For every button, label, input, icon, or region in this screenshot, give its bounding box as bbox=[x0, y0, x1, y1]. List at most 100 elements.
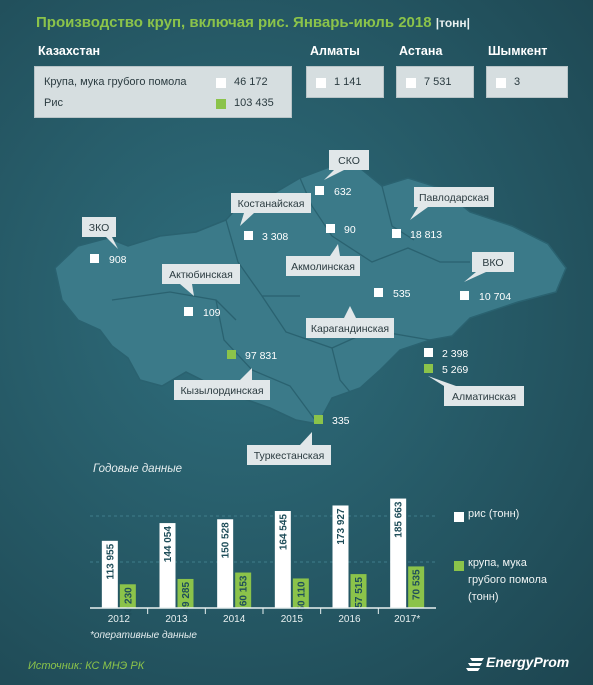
shymkent-marker bbox=[496, 78, 506, 88]
callout-kyzylorda: Кызылординская bbox=[174, 368, 270, 400]
callout-turkestan: Туркестанская bbox=[247, 432, 331, 465]
callout-pavlodar: Павлодарская bbox=[410, 187, 494, 220]
footnote: *оперативные данные bbox=[90, 630, 197, 641]
groats-marker bbox=[216, 78, 226, 88]
bar-value-label: 144 054 bbox=[163, 526, 174, 563]
bar-rice bbox=[332, 505, 349, 608]
legend-rice-label: рис (тонн) bbox=[468, 508, 520, 520]
value-karaganda: 535 bbox=[374, 288, 411, 300]
region-value: 10 704 bbox=[479, 291, 511, 303]
value-sko: 632 bbox=[315, 186, 352, 198]
value-kyzylorda: 97 831 bbox=[227, 350, 277, 362]
callout-sko: СКО bbox=[324, 150, 369, 180]
bar-value-label: 40 230 bbox=[123, 587, 134, 618]
bar-value-label: 57 515 bbox=[354, 577, 365, 608]
rice-marker bbox=[216, 99, 226, 109]
bar-value-label: 70 535 bbox=[412, 569, 423, 600]
callout-label: Акмолинская bbox=[291, 261, 355, 273]
bar-value-label: 185 663 bbox=[394, 501, 405, 538]
callout-karaganda: Карагандинская bbox=[306, 306, 394, 338]
callout-almaty-region: Алматинская bbox=[428, 376, 524, 406]
almaty-value: 1 141 bbox=[334, 76, 362, 88]
x-tick-label: 2014 bbox=[223, 614, 246, 625]
bar-groats bbox=[408, 566, 425, 608]
shymkent-value: 3 bbox=[514, 76, 521, 88]
callout-label: Актюбинская bbox=[169, 269, 233, 281]
astana-marker bbox=[406, 78, 416, 88]
astana-panel: 7 531 bbox=[396, 66, 474, 98]
bar-groats bbox=[350, 574, 367, 608]
kazakhstan-header: Казахстан bbox=[38, 44, 101, 58]
region-value: 632 bbox=[334, 186, 352, 198]
bar-groats bbox=[119, 584, 136, 608]
callout-akmola: Акмолинская bbox=[286, 244, 360, 276]
region-value: 2 398 bbox=[442, 348, 468, 360]
x-tick-label: 2017* bbox=[394, 614, 420, 625]
rice-row-label: Рис bbox=[44, 97, 63, 109]
x-tick-label: 2015 bbox=[281, 614, 304, 625]
region-value: 335 bbox=[332, 415, 350, 427]
bar-groats bbox=[177, 578, 194, 608]
rice-row-value: 103 435 bbox=[234, 97, 274, 109]
groats-row-value: 46 172 bbox=[234, 76, 268, 88]
brand-logo-text: EnergyProm bbox=[486, 654, 570, 670]
region-value: 90 bbox=[344, 224, 356, 236]
bar-value-label: 173 927 bbox=[336, 508, 347, 545]
groats-row-label: Крупа, мука грубого помола bbox=[44, 76, 187, 88]
source-note: Источник: КС МНЭ РК bbox=[28, 660, 145, 672]
callout-zko: ЗКО bbox=[82, 217, 118, 249]
legend-groats-line: грубого помола bbox=[468, 574, 548, 587]
page-title: Производство круп, включая рис. Январь-и… bbox=[36, 14, 470, 31]
value-pavlodar: 18 813 bbox=[392, 229, 442, 241]
callout-label: Карагандинская bbox=[311, 323, 389, 335]
callout-vko: ВКО bbox=[464, 252, 514, 282]
bar-rice bbox=[274, 511, 291, 608]
callout-label: Павлодарская bbox=[419, 192, 489, 204]
legend-groats-line: (тонн) bbox=[468, 591, 499, 604]
region-value: 5 269 bbox=[442, 364, 468, 376]
x-tick-label: 2016 bbox=[338, 614, 361, 625]
astana-header: Астана bbox=[399, 44, 443, 58]
callout-label: СКО bbox=[338, 155, 360, 167]
chart-title: Годовые данные bbox=[93, 463, 183, 475]
bar-value-label: 60 153 bbox=[239, 575, 250, 606]
callout-label: Кызылординская bbox=[180, 385, 263, 397]
callout-label: ЗКО bbox=[89, 222, 110, 234]
value-zko: 908 bbox=[90, 254, 127, 266]
bar-value-label: 164 545 bbox=[278, 514, 289, 551]
energyprom-logo-icon bbox=[466, 658, 484, 671]
bar-groats bbox=[292, 578, 309, 608]
bar-value-label: 150 528 bbox=[221, 522, 232, 559]
bar-rice bbox=[101, 540, 118, 608]
callout-label: Туркестанская bbox=[254, 450, 325, 462]
callout-label: ВКО bbox=[482, 257, 503, 269]
bar-groats bbox=[235, 572, 252, 608]
bars-layer: 113 955 40 230 144 054 49 285 150 528 60 153 1… bbox=[101, 498, 425, 618]
shymkent-panel: 3 bbox=[486, 66, 568, 98]
almaty-header: Алматы bbox=[310, 44, 360, 58]
value-aktobe: 109 bbox=[184, 307, 221, 319]
astana-value: 7 531 bbox=[424, 76, 452, 88]
value-vko: 10 704 bbox=[460, 291, 511, 303]
almaty-panel: 1 141 bbox=[306, 66, 384, 98]
legend-rice-swatch bbox=[454, 512, 464, 522]
region-value: 97 831 bbox=[245, 350, 277, 362]
kazakhstan-panel: Крупа, мука грубого помола 46 172 Рис 10… bbox=[34, 66, 292, 118]
region-value: 109 bbox=[203, 307, 221, 319]
legend-groats-line: крупа, мука bbox=[468, 557, 527, 569]
callout-label: Алматинская bbox=[452, 391, 516, 403]
bar-rice bbox=[217, 519, 234, 608]
callout-aktobe: Актюбинская bbox=[162, 264, 240, 296]
ticks-layer: 2012 2013 2014 2015 2016 2017* bbox=[108, 608, 420, 625]
legend-groats-swatch bbox=[454, 561, 464, 571]
value-kostanay: 3 308 bbox=[244, 231, 288, 243]
legend-groats-label: крупа, мука грубого помола (тонн) bbox=[468, 555, 547, 606]
x-tick-label: 2012 bbox=[108, 614, 131, 625]
value-almaty-region: 2 398 5 269 bbox=[424, 348, 468, 376]
title-unit: |тонн| bbox=[435, 16, 471, 30]
title-text: Производство круп, включая рис. Январь-и… bbox=[36, 14, 432, 31]
region-value: 18 813 bbox=[410, 229, 442, 241]
region-value: 535 bbox=[393, 288, 411, 300]
